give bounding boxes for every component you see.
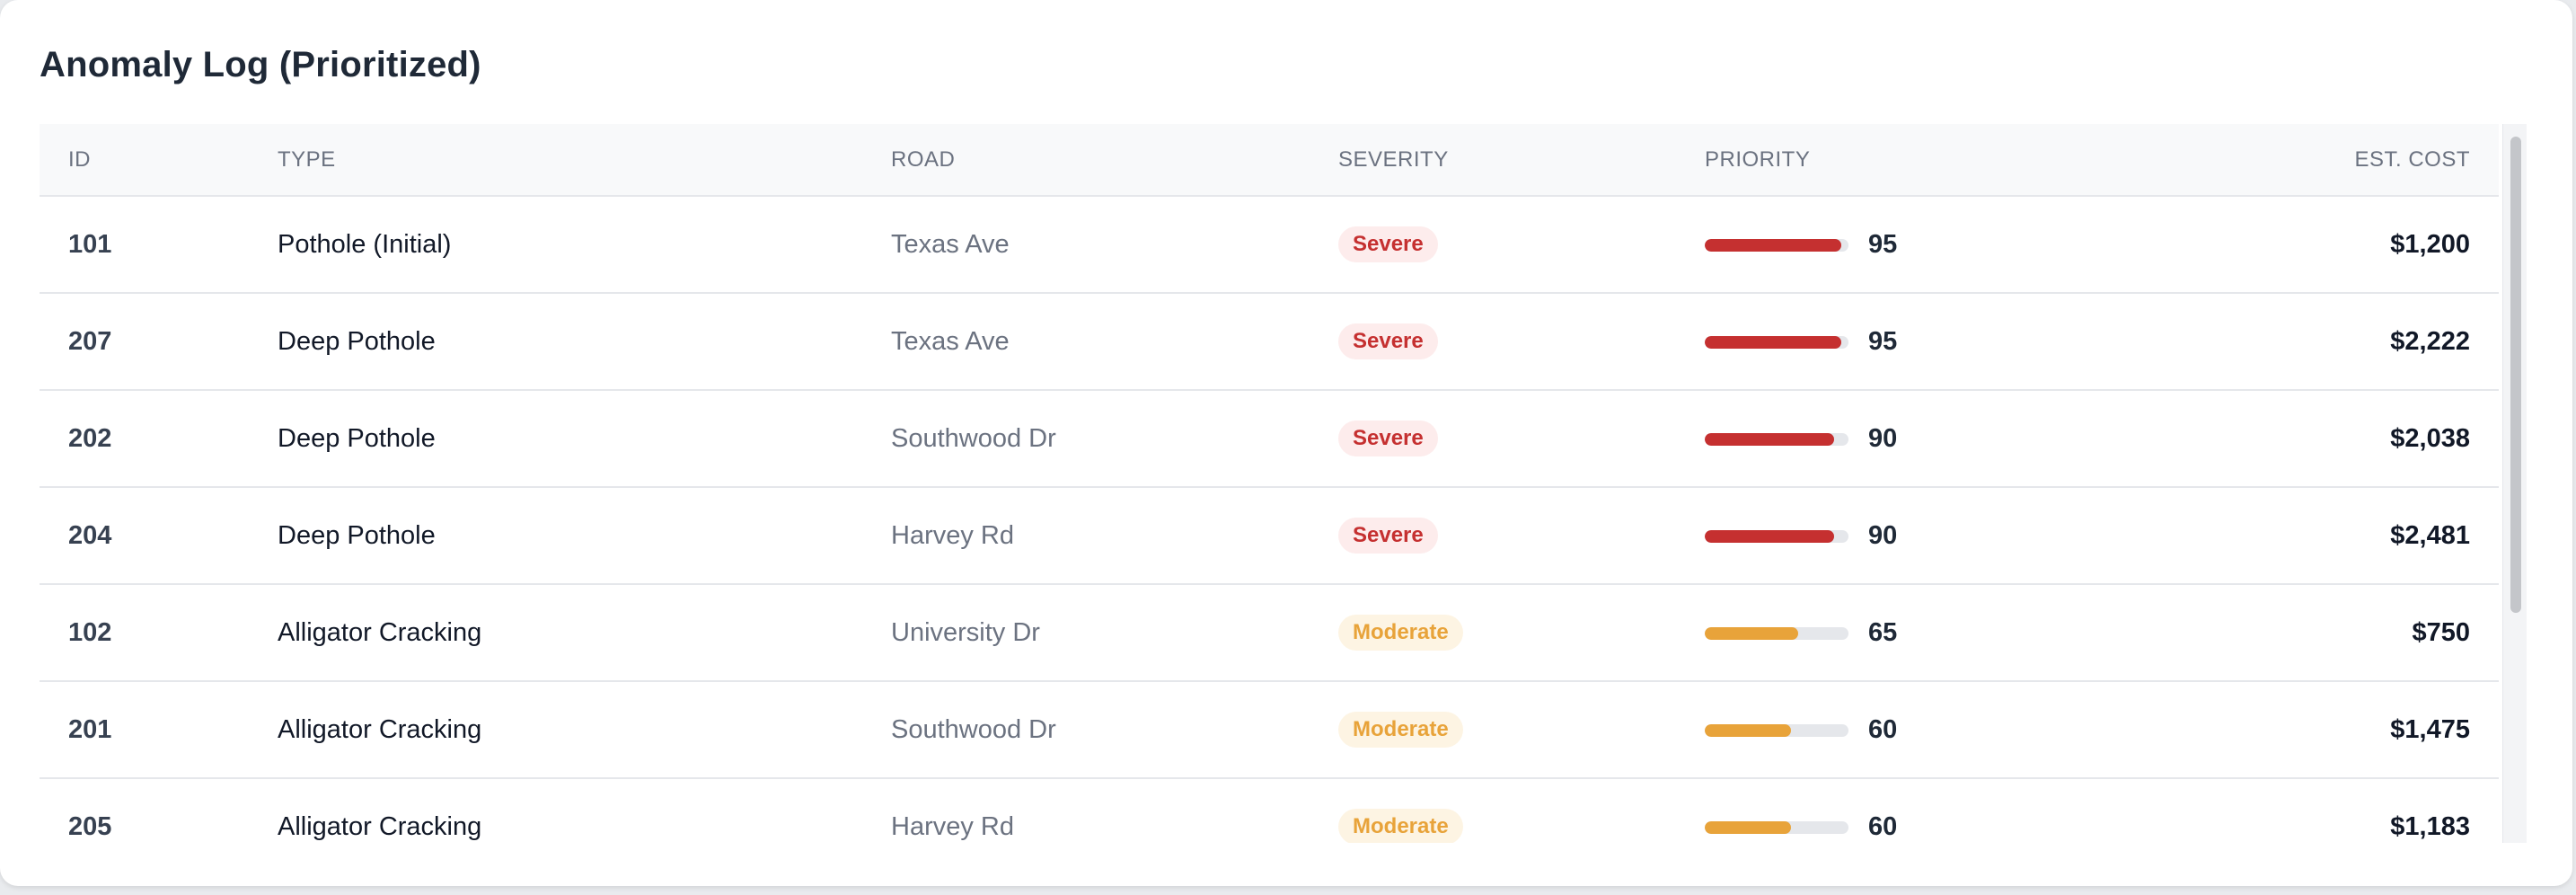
table-row[interactable]: 101 Pothole (Initial) Texas Ave Severe 95 $1,… (40, 196, 2499, 293)
priority-bar-fill (1705, 529, 1834, 543)
cell-type: Deep Pothole (278, 520, 436, 550)
severity-badge: Severe (1338, 226, 1438, 262)
priority-value: 65 (1868, 618, 1898, 648)
cell-severity: Moderate (1310, 681, 1676, 778)
cell-priority: 60 (1676, 681, 2141, 778)
cell-severity: Severe (1310, 196, 1676, 293)
cell-est-cost: $1,475 (2390, 714, 2470, 744)
table-row[interactable]: 202 Deep Pothole Southwood Dr Severe 90 $2,03… (40, 390, 2499, 487)
card-title: Anomaly Log (Prioritized) (40, 45, 481, 84)
priority-bar (1705, 529, 1848, 543)
cell-id: 201 (68, 714, 112, 744)
cell-priority: 90 (1676, 390, 2141, 487)
cell-severity: Moderate (1310, 584, 1676, 681)
cell-road: University Dr (891, 617, 1040, 647)
priority-indicator: 95 (1705, 327, 1897, 357)
cell-id: 204 (68, 520, 112, 550)
scrollbar-thumb[interactable] (2510, 137, 2521, 613)
priority-indicator: 90 (1705, 424, 1897, 454)
severity-badge: Severe (1338, 323, 1438, 359)
cell-est-cost: $2,038 (2390, 423, 2470, 453)
priority-bar-fill (1705, 626, 1798, 640)
cell-road: Harvey Rd (891, 520, 1014, 550)
cell-est-cost: $750 (2412, 617, 2470, 647)
priority-value: 95 (1868, 327, 1898, 357)
cell-est-cost: $2,481 (2390, 520, 2470, 550)
cell-priority: 65 (1676, 584, 2141, 681)
cell-est-cost: $1,183 (2390, 811, 2470, 841)
cell-est-cost: $1,200 (2390, 229, 2470, 259)
severity-badge: Severe (1338, 421, 1438, 456)
priority-indicator: 90 (1705, 521, 1897, 551)
cell-priority: 95 (1676, 196, 2141, 293)
severity-badge: Moderate (1338, 712, 1463, 748)
priority-indicator: 60 (1705, 812, 1897, 842)
column-header-id[interactable]: ID (68, 146, 91, 172)
cell-type: Alligator Cracking (278, 714, 482, 744)
cell-severity: Severe (1310, 390, 1676, 487)
priority-bar (1705, 723, 1848, 737)
column-header-type[interactable]: TYPE (278, 146, 336, 172)
priority-bar-fill (1705, 820, 1791, 834)
cell-type: Alligator Cracking (278, 617, 482, 647)
cell-road: Southwood Dr (891, 714, 1056, 744)
cell-id: 101 (68, 229, 112, 259)
cell-id: 207 (68, 326, 112, 356)
priority-bar-fill (1705, 723, 1791, 737)
vertical-scrollbar[interactable] (2502, 124, 2527, 843)
priority-value: 90 (1868, 424, 1898, 454)
cell-id: 205 (68, 811, 112, 841)
priority-indicator: 60 (1705, 715, 1897, 745)
priority-value: 90 (1868, 521, 1898, 551)
column-header-est-cost[interactable]: EST. COST (2354, 146, 2470, 172)
severity-badge: Moderate (1338, 615, 1463, 651)
cell-id: 102 (68, 617, 112, 647)
priority-bar (1705, 626, 1848, 640)
cell-type: Deep Pothole (278, 423, 436, 453)
cell-road: Harvey Rd (891, 811, 1014, 841)
cell-road: Texas Ave (891, 229, 1010, 259)
cell-road: Southwood Dr (891, 423, 1056, 453)
severity-badge: Severe (1338, 518, 1438, 554)
table-row[interactable]: 102 Alligator Cracking University Dr Modera… (40, 584, 2499, 681)
cell-est-cost: $2,222 (2390, 326, 2470, 356)
table-header-row: ID TYPE ROAD SEVERITY PRIORITY EST. COST (40, 124, 2499, 196)
priority-value: 60 (1868, 812, 1898, 842)
priority-bar-fill (1705, 432, 1834, 446)
priority-bar (1705, 238, 1848, 252)
priority-value: 60 (1868, 715, 1898, 745)
cell-road: Texas Ave (891, 326, 1010, 356)
priority-indicator: 65 (1705, 618, 1897, 648)
priority-bar (1705, 335, 1848, 349)
priority-indicator: 95 (1705, 230, 1897, 260)
table-scroll-area[interactable]: ID TYPE ROAD SEVERITY PRIORITY EST. COST… (40, 124, 2526, 843)
cell-type: Alligator Cracking (278, 811, 482, 841)
priority-bar (1705, 432, 1848, 446)
table-row[interactable]: 205 Alligator Cracking Harvey Rd Moderate 60… (40, 778, 2499, 843)
cell-type: Pothole (Initial) (278, 229, 452, 259)
cell-id: 202 (68, 423, 112, 453)
priority-bar (1705, 820, 1848, 834)
table-row[interactable]: 201 Alligator Cracking Southwood Dr Moderat… (40, 681, 2499, 778)
table-row[interactable]: 207 Deep Pothole Texas Ave Severe 95 $2,222 (40, 293, 2499, 390)
cell-severity: Moderate (1310, 778, 1676, 843)
column-header-severity[interactable]: SEVERITY (1338, 146, 1449, 172)
severity-badge: Moderate (1338, 809, 1463, 843)
cell-type: Deep Pothole (278, 326, 436, 356)
table-row[interactable]: 204 Deep Pothole Harvey Rd Severe 90 $2,481 (40, 487, 2499, 584)
cell-priority: 95 (1676, 293, 2141, 390)
priority-bar-fill (1705, 335, 1841, 349)
cell-severity: Severe (1310, 293, 1676, 390)
cell-severity: Severe (1310, 487, 1676, 584)
cell-priority: 60 (1676, 778, 2141, 843)
anomaly-table: ID TYPE ROAD SEVERITY PRIORITY EST. COST… (40, 124, 2499, 843)
column-header-priority[interactable]: PRIORITY (1705, 146, 1811, 172)
column-header-road[interactable]: ROAD (891, 146, 956, 172)
cell-priority: 90 (1676, 487, 2141, 584)
priority-value: 95 (1868, 230, 1898, 260)
priority-bar-fill (1705, 238, 1841, 252)
